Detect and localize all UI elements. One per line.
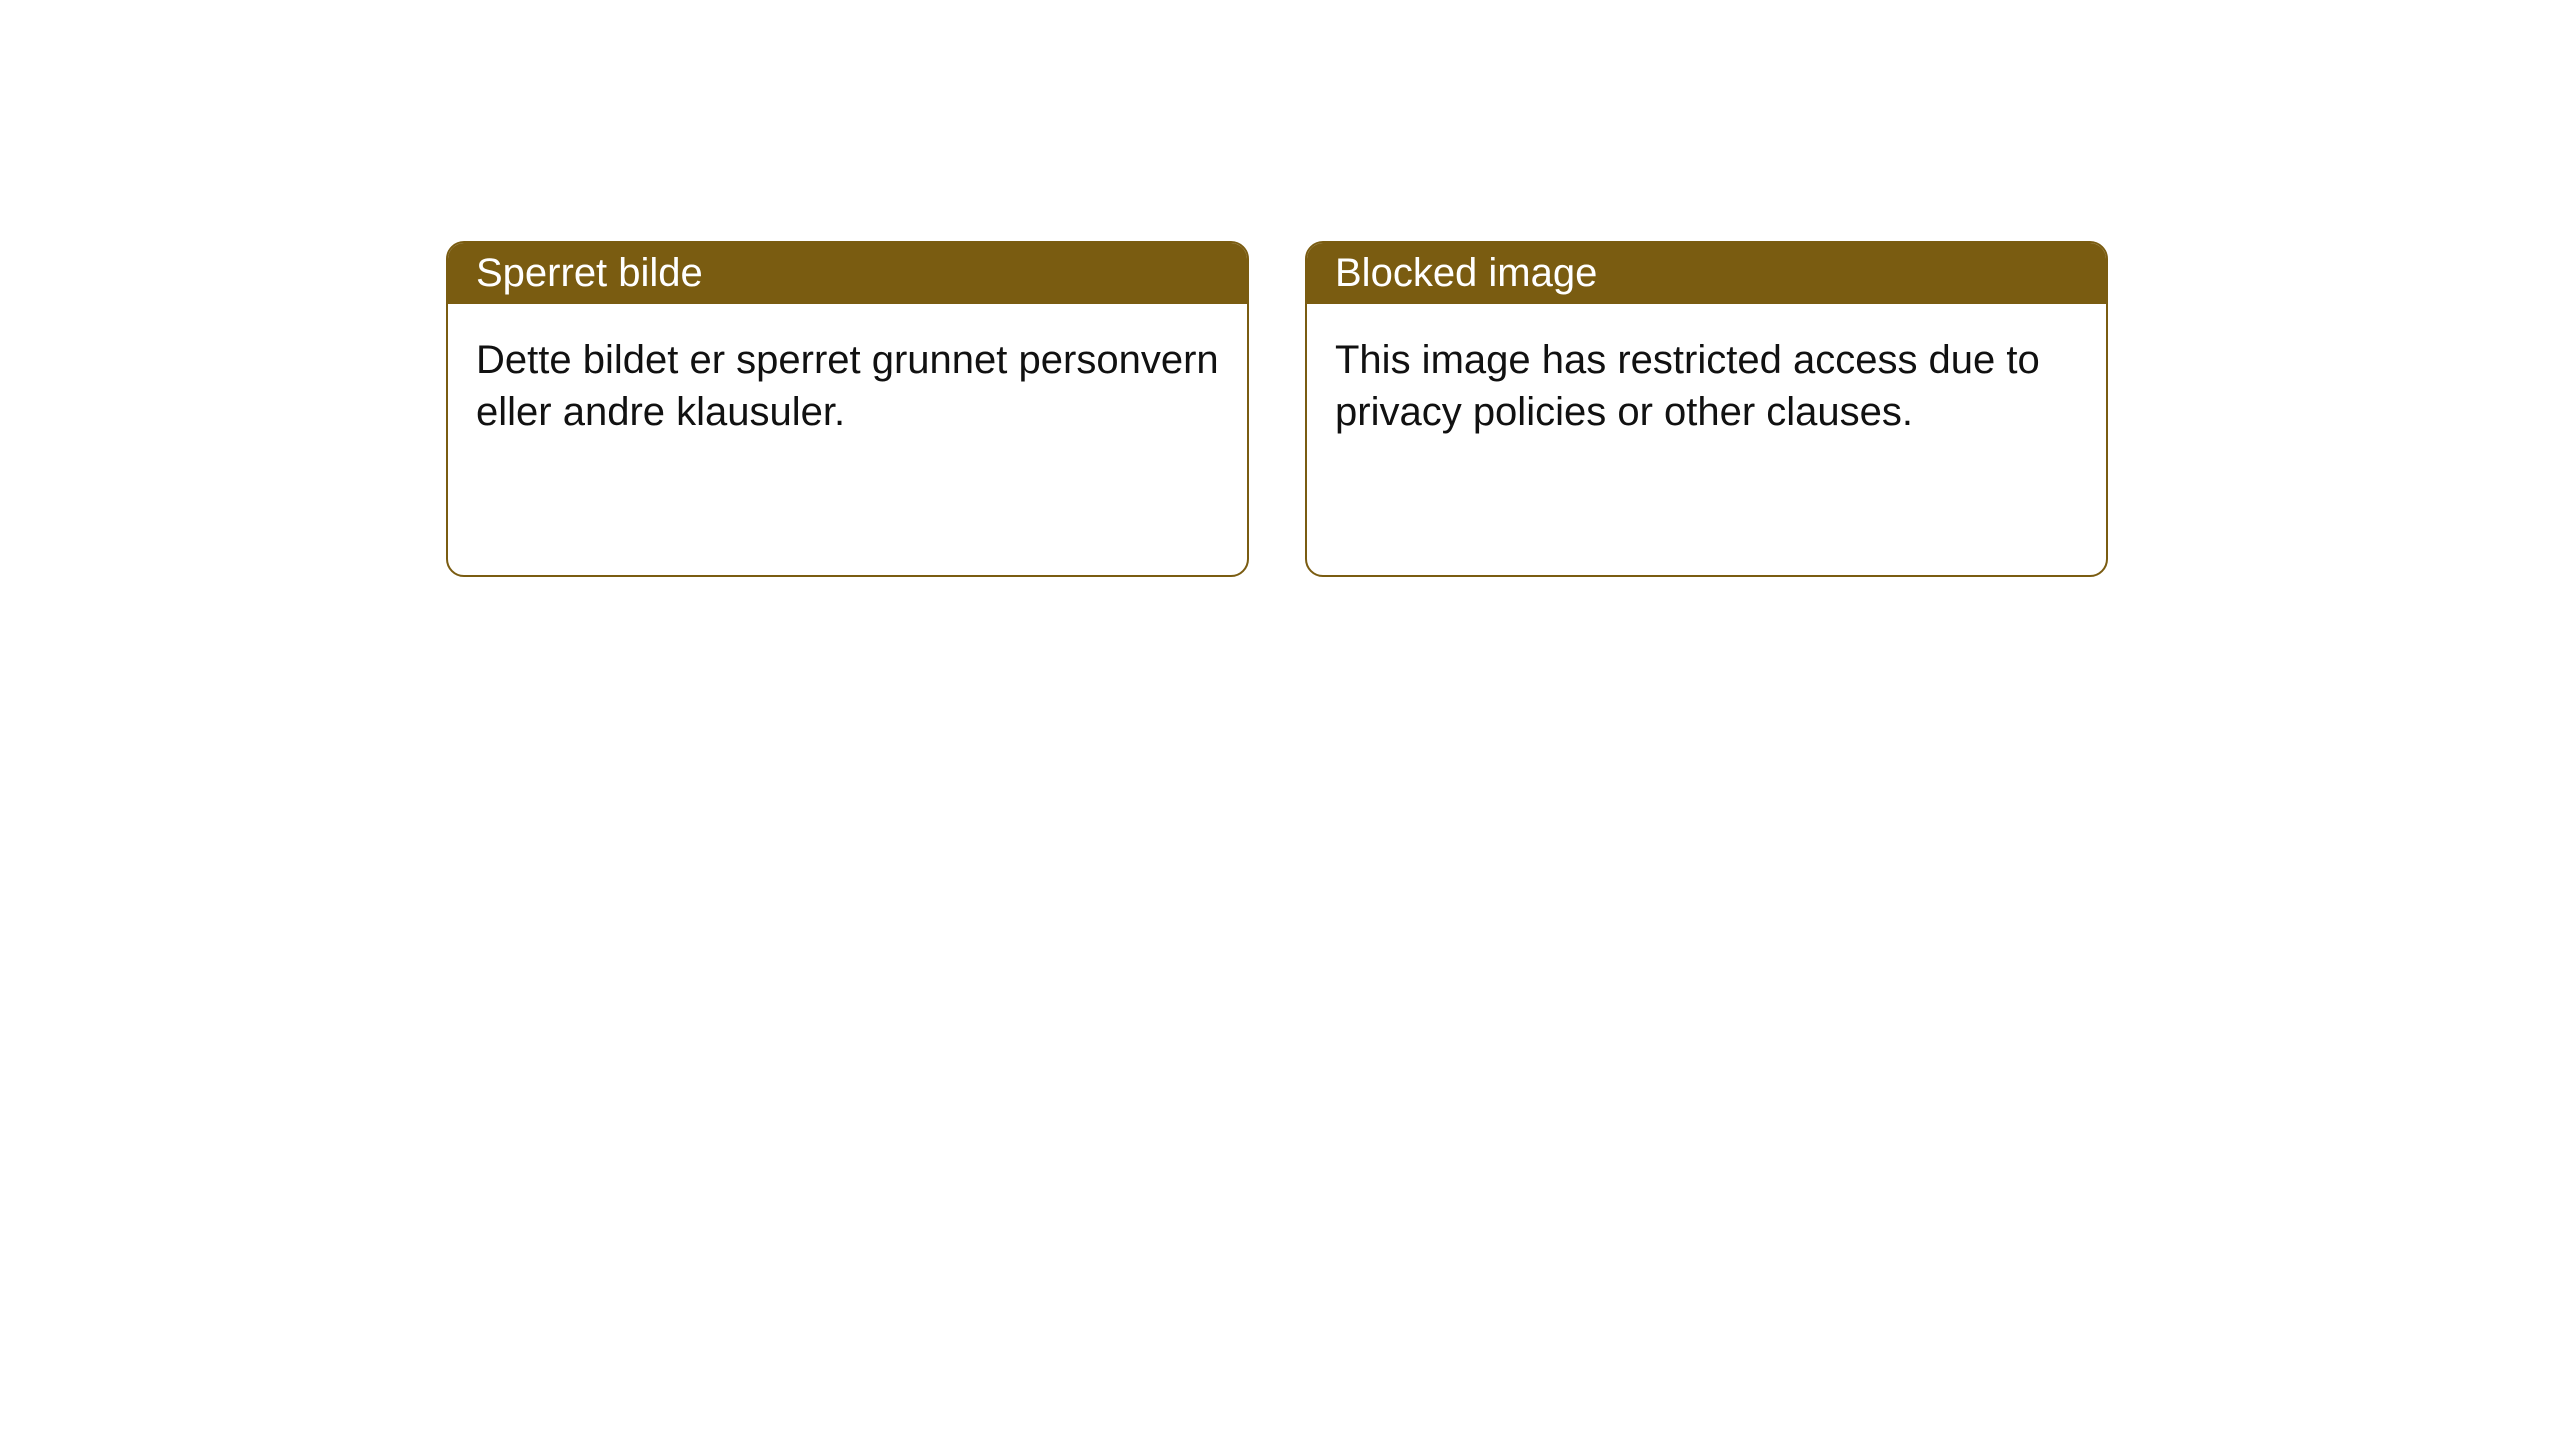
notice-header: Sperret bilde [448,243,1247,304]
notice-body: This image has restricted access due to … [1307,304,2106,468]
notice-body-text: Dette bildet er sperret grunnet personve… [476,338,1219,434]
notice-body-text: This image has restricted access due to … [1335,338,2040,434]
notice-body: Dette bildet er sperret grunnet personve… [448,304,1247,468]
notice-title: Sperret bilde [476,251,703,296]
notice-header: Blocked image [1307,243,2106,304]
notice-card-norwegian: Sperret bilde Dette bildet er sperret gr… [446,241,1249,577]
notice-card-english: Blocked image This image has restricted … [1305,241,2108,577]
notice-container: Sperret bilde Dette bildet er sperret gr… [0,0,2560,577]
notice-title: Blocked image [1335,251,1597,296]
